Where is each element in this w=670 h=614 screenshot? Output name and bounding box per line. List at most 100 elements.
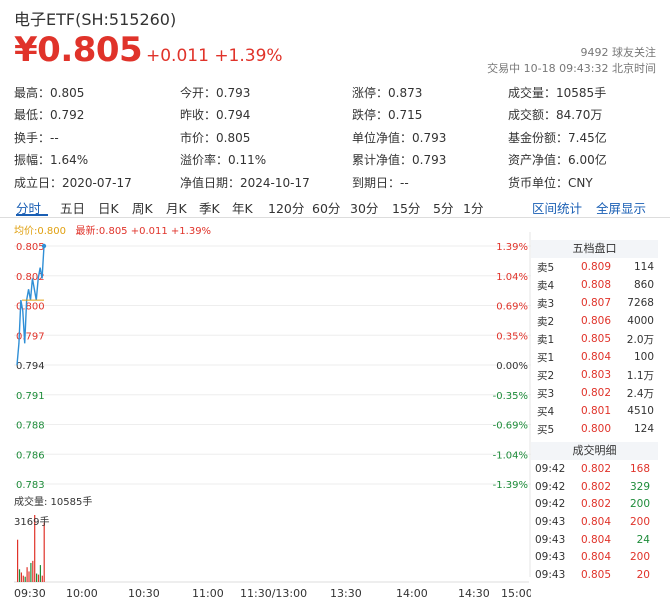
trade-row: 09:42 0.802 168 xyxy=(531,460,658,478)
intraday-chart[interactable]: 0.805 0.802 0.800 0.797 0.794 0.791 0.788 0.786… xyxy=(0,232,531,602)
trade-row: 09:42 0.802 200 xyxy=(531,495,658,513)
tab-6[interactable]: 年K xyxy=(232,201,253,216)
trade-row: 09:43 0.804 200 xyxy=(531,513,658,531)
orderbook-level: 卖5 xyxy=(537,261,555,274)
quote-cell: 市价：0.805 xyxy=(180,129,352,146)
volume-bar xyxy=(28,571,30,582)
quote-cell: 成交额：84.70万 xyxy=(508,106,660,123)
quote-value: 10585手 xyxy=(556,85,607,100)
tab-9[interactable]: 30分 xyxy=(350,201,379,216)
range-stats-link[interactable]: 区间统计 xyxy=(532,201,583,216)
orderbook-level: 买2 xyxy=(537,369,555,382)
follow-count[interactable]: 9492 球友关注 xyxy=(580,46,657,59)
quote-row: 最高：0.805 今开：0.793 涨停：0.873 成交量：10585手 xyxy=(14,81,660,104)
trade-time: 09:42 xyxy=(535,498,566,511)
trade-detail-rows: 09:42 0.802 168 09:42 0.802 329 09:42 0.802 200 0… xyxy=(531,460,658,584)
quote-cell: 最低：0.792 xyxy=(14,106,180,123)
quote-label: 跌停： xyxy=(352,108,389,123)
quote-value: 0.793 xyxy=(412,153,447,168)
orderbook-level: 卖2 xyxy=(537,315,555,328)
quote-label: 累计净值： xyxy=(352,153,413,168)
quote-cell: 单位净值：0.793 xyxy=(352,129,508,146)
quote-label: 成立日： xyxy=(14,175,63,190)
tab-10[interactable]: 15分 xyxy=(392,201,421,216)
trade-time: 09:42 xyxy=(535,480,566,493)
tab-1[interactable]: 五日 xyxy=(60,201,86,216)
orderbook-row: 买1 0.804 100 xyxy=(531,348,658,366)
trade-row: 09:43 0.804 200 xyxy=(531,548,658,566)
trade-volume: 20 xyxy=(636,568,650,581)
orderbook-volume: 860 xyxy=(633,279,654,291)
quote-label: 最高： xyxy=(14,85,51,100)
orderbook-row: 买5 0.800 124 xyxy=(531,420,658,438)
quote-value: 0.792 xyxy=(50,108,85,123)
volume-bar xyxy=(34,515,36,582)
orderbook-price: 0.808 xyxy=(580,279,611,291)
y-axis-price-label: 0.805 xyxy=(16,242,45,253)
quote-label: 到期日： xyxy=(352,175,401,190)
quote-cell: 成立日：2020-07-17 xyxy=(14,174,180,191)
trade-volume: 200 xyxy=(629,498,650,511)
orderbook-price: 0.805 xyxy=(580,333,611,345)
orderbook-price: 0.801 xyxy=(580,405,611,417)
avg-price-legend: 均价:0.800 xyxy=(14,226,66,237)
quote-row: 振幅：1.64% 溢价率：0.11% 累计净值：0.793 资产净值：6.00亿 xyxy=(14,149,660,172)
volume-max-label: 3169手 xyxy=(14,517,50,528)
quote-value: 2024-10-17 xyxy=(240,175,310,190)
x-axis-time-label: 11:30/13:00 xyxy=(240,587,307,600)
orderbook-price: 0.803 xyxy=(580,369,611,381)
orderbook-level: 买5 xyxy=(537,423,555,436)
active-tab-underline xyxy=(16,214,48,216)
tab-11[interactable]: 5分 xyxy=(433,201,454,216)
orderbook-level: 卖4 xyxy=(537,279,555,292)
y-axis-price-label: 0.794 xyxy=(16,361,45,372)
quote-value: -- xyxy=(400,175,409,190)
quote-label: 货币单位： xyxy=(508,175,569,190)
quote-value: 7.45亿 xyxy=(568,130,607,145)
tab-7[interactable]: 120分 xyxy=(268,201,305,216)
tab-0[interactable]: 分时 xyxy=(16,201,42,216)
tab-12[interactable]: 1分 xyxy=(463,201,484,216)
orderbook-volume: 100 xyxy=(633,351,654,363)
fullscreen-link[interactable]: 全屏显示 xyxy=(596,201,647,216)
orderbook-title: 五档盘口 xyxy=(531,240,658,258)
quote-label: 基金份额： xyxy=(508,130,569,145)
tab-4[interactable]: 月K xyxy=(166,201,187,216)
y-axis-pct-label: -0.35% xyxy=(493,391,528,402)
security-title: 电子ETF(SH:515260) xyxy=(14,10,177,29)
trade-price: 0.805 xyxy=(580,568,611,581)
tab-2[interactable]: 日K xyxy=(98,201,119,216)
quote-cell: 累计净值：0.793 xyxy=(352,151,508,168)
trade-volume: 24 xyxy=(636,533,650,546)
trade-row: 09:43 0.805 20 xyxy=(531,566,658,584)
tab-5[interactable]: 季K xyxy=(199,201,220,216)
quote-cell: 最高：0.805 xyxy=(14,84,180,101)
quote-label: 昨收： xyxy=(180,108,217,123)
quote-cell: 振幅：1.64% xyxy=(14,151,180,168)
trade-price: 0.804 xyxy=(580,515,611,528)
quote-label: 资产净值： xyxy=(508,153,569,168)
quote-cell: 涨停：0.873 xyxy=(352,84,508,101)
quote-cell: 今开：0.793 xyxy=(180,84,352,101)
orderbook-price: 0.807 xyxy=(580,297,611,309)
quote-cell: 货币单位：CNY xyxy=(508,174,660,191)
orderbook-volume: 7268 xyxy=(627,297,654,309)
x-axis-time-label: 11:00 xyxy=(192,587,224,600)
tab-3[interactable]: 周K xyxy=(132,201,153,216)
orderbook-volume: 114 xyxy=(633,261,654,273)
volume-bar xyxy=(39,565,41,582)
quote-label: 涨停： xyxy=(352,85,389,100)
orderbook-price: 0.806 xyxy=(580,315,611,327)
orderbook-row: 卖2 0.806 4000 xyxy=(531,312,658,330)
volume-bar xyxy=(43,522,45,582)
trade-detail-title: 成交明细 xyxy=(531,442,658,460)
quote-value: CNY xyxy=(568,175,593,190)
y-axis-price-label: 0.783 xyxy=(16,480,45,491)
trade-time: 09:42 xyxy=(535,462,566,475)
y-axis-pct-label: -1.04% xyxy=(493,450,528,461)
trade-time: 09:43 xyxy=(535,533,566,546)
tab-8[interactable]: 60分 xyxy=(312,201,341,216)
quote-value: 6.00亿 xyxy=(568,153,607,168)
orderbook-level: 卖1 xyxy=(537,333,555,346)
quote-label: 溢价率： xyxy=(180,153,229,168)
